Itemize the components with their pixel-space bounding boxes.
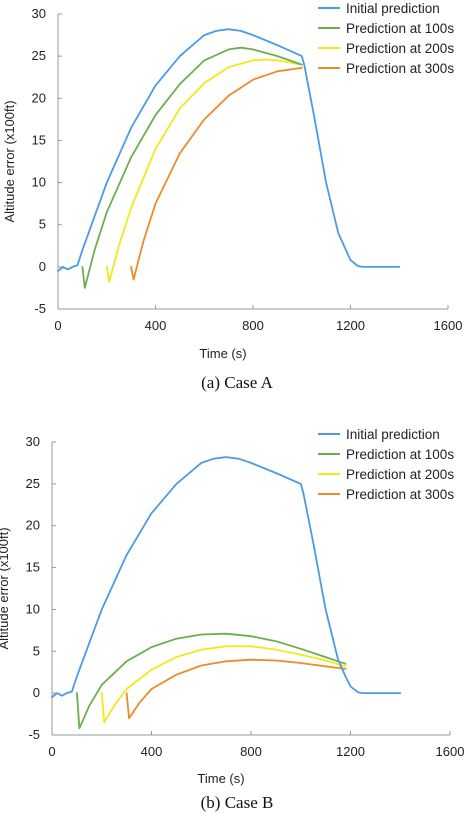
chart-panel-b: -5 0 5 10 15 20 25 30 0 400 800 1200 1600 Time (s) Alt…: [0, 427, 464, 812]
series-line-initial-prediction: [51, 456, 402, 699]
y-tick-label: 5: [39, 217, 46, 232]
x-tick-label: 800: [242, 318, 264, 333]
y-tick-label: 30: [26, 434, 40, 449]
legend-entry: Initial prediction: [346, 1, 440, 16]
y-tick-label: 10: [26, 601, 40, 616]
figure-caption: (a) Case A: [201, 373, 273, 392]
y-tick-label: -5: [28, 727, 40, 742]
y-tick-label: 20: [26, 518, 40, 533]
y-tick-label: 15: [32, 132, 46, 147]
series-line-initial-prediction: [57, 28, 401, 273]
x-axis-label: Time (s): [199, 346, 246, 361]
legend: Initial prediction Prediction at 100s Pred…: [318, 427, 454, 502]
y-tick-label: 10: [32, 175, 46, 190]
y-tick-label: 25: [32, 48, 46, 63]
series-line-prediction-at-300s: [125, 658, 347, 720]
chart-panel-a: -5 0 5 10 15 20 25 30 0 400 800 1200 1600 Time (s) Alt…: [2, 1, 462, 392]
x-axis-label: Time (s): [197, 771, 244, 786]
x-tick-label: 1600: [436, 744, 465, 759]
figure-caption: (b) Case B: [201, 793, 274, 812]
x-tick-label: 400: [145, 318, 167, 333]
legend-entry: Prediction at 200s: [346, 467, 454, 482]
x-tick-label: 1200: [336, 744, 365, 759]
y-tick-label: 25: [26, 476, 40, 491]
legend: Initial prediction Prediction at 100s Pred…: [318, 1, 454, 76]
series-line-prediction-at-300s: [130, 67, 303, 281]
x-tick-label: 400: [141, 744, 163, 759]
y-axis-label: Altitude error (x100ft): [0, 527, 11, 649]
series-line-prediction-at-200s: [105, 58, 303, 283]
x-tick-label: 0: [48, 744, 55, 759]
y-tick-label: 0: [33, 685, 40, 700]
x-tick-label: 1600: [434, 318, 463, 333]
legend-entry: Prediction at 200s: [346, 41, 454, 56]
y-tick-label: 15: [26, 560, 40, 575]
x-tick-label: 0: [54, 318, 61, 333]
series-line-prediction-at-100s: [76, 632, 347, 730]
y-tick-label: 30: [32, 6, 46, 21]
series-line-prediction-at-100s: [81, 46, 303, 289]
legend-entry: Prediction at 300s: [346, 487, 454, 502]
legend-entry: Prediction at 100s: [346, 447, 454, 462]
x-tick-label: 1200: [336, 318, 365, 333]
y-axis-label: Altitude error (x100ft): [2, 100, 17, 222]
legend-entry: Prediction at 300s: [346, 61, 454, 76]
legend-entry: Prediction at 100s: [346, 21, 454, 36]
y-tick-label: -5: [34, 301, 46, 316]
legend-entry: Initial prediction: [346, 427, 440, 442]
y-tick-label: 5: [33, 643, 40, 658]
series-line-prediction-at-200s: [100, 645, 347, 724]
y-tick-label: 0: [39, 259, 46, 274]
y-tick-label: 20: [32, 90, 46, 105]
x-tick-label: 800: [240, 744, 262, 759]
